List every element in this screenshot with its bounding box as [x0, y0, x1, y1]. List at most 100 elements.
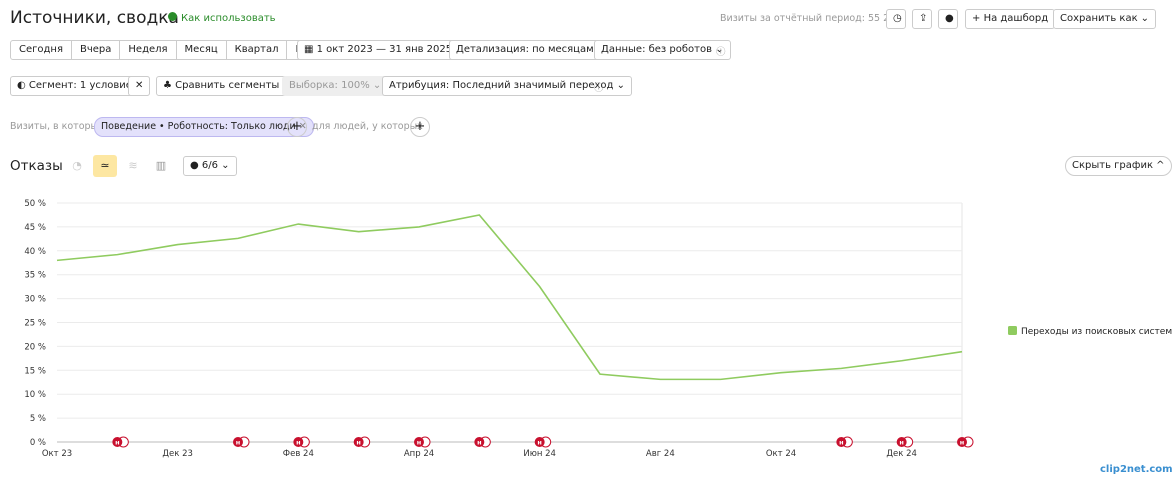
compare-text[interactable]: Сравнить сегменты	[175, 80, 280, 91]
event-dot	[293, 437, 304, 447]
series-line	[56, 214, 963, 381]
event-marker[interactable]: н	[896, 436, 914, 448]
series-count[interactable]: ● 6/6 ⌄	[183, 156, 237, 176]
history-button[interactable]: ◷	[886, 9, 906, 29]
event-marker[interactable]: н	[534, 436, 552, 448]
y-tick-label: 20 %	[24, 342, 46, 352]
event-label: н	[417, 439, 422, 447]
period-button[interactable]: Сегодня	[11, 41, 72, 59]
x-tick-label: Авг 24	[646, 449, 675, 459]
add-filter[interactable]: +	[287, 117, 307, 137]
event-marker[interactable]: н	[474, 436, 491, 448]
event-label: н	[839, 439, 844, 447]
period-group: СегодняВчераНеделяМесяцКварталГод	[10, 40, 324, 60]
period-button[interactable]: Вчера	[72, 41, 121, 59]
y-tick-label: 40 %	[24, 247, 46, 257]
period-button[interactable]: Квартал	[227, 41, 288, 59]
event-dot	[474, 437, 485, 447]
detail-button[interactable]: Детализация: по месяцам ⌄	[449, 40, 613, 60]
event-dot	[233, 437, 243, 447]
export-button[interactable]: ⇪	[912, 9, 932, 29]
robots-button[interactable]: Данные: без роботов ⌄	[594, 40, 731, 60]
add-people-filter[interactable]: +	[410, 117, 430, 137]
event-marker[interactable]: н	[414, 436, 431, 448]
watermark: clip2net.com	[1100, 464, 1173, 475]
event-ring	[540, 436, 552, 448]
help-link-text[interactable]: Как использовать	[181, 13, 276, 24]
save-button[interactable]: Сохранить как ⌄	[1053, 9, 1156, 29]
date-button[interactable]: ▦ 1 окт 2023 — 31 янв 2025	[297, 40, 460, 60]
y-tick-label: 25 %	[24, 319, 46, 329]
event-label: н	[115, 439, 120, 447]
series-count-text[interactable]: 6/6	[201, 160, 218, 171]
dashboard-text[interactable]: На дашборд	[983, 13, 1049, 24]
y-tick-label: 45 %	[24, 223, 46, 233]
line-view[interactable]: ≃	[93, 155, 117, 177]
segment-text[interactable]: Сегмент: 1 условие	[28, 80, 132, 91]
hide-chart[interactable]: Скрыть график ^	[1065, 156, 1172, 176]
share-button[interactable]: ●	[938, 9, 958, 29]
event-dot	[836, 437, 847, 447]
event-marker[interactable]: н	[836, 436, 853, 448]
help-link[interactable]: Как использовать	[168, 12, 276, 24]
page-title: Источники, сводка	[10, 8, 179, 28]
event-label: н	[899, 439, 904, 447]
detail-text[interactable]: Детализация: по месяцам	[456, 44, 594, 55]
attribution-button[interactable]: Атрибуция: Последний значимый переход ⌄	[382, 76, 632, 96]
event-ring	[117, 436, 129, 448]
people-label: для людей, у которых	[312, 121, 423, 132]
event-dot	[414, 437, 424, 447]
y-tick-label: 10 %	[24, 390, 46, 400]
filter-chip[interactable]: Поведение • Роботность: Только люди ✕	[94, 117, 314, 137]
event-ring	[359, 436, 371, 448]
robots-text[interactable]: Данные: без роботов	[601, 44, 713, 55]
filter-chip-text[interactable]: Поведение • Роботность: Только люди	[101, 121, 296, 132]
area-view[interactable]: ≋	[128, 159, 138, 172]
event-ring	[479, 436, 491, 448]
event-marker[interactable]: н	[233, 436, 250, 448]
x-tick-label: Дек 23	[162, 449, 193, 459]
metric-name: Отказы	[10, 158, 63, 174]
event-label: н	[296, 439, 301, 447]
event-dot	[112, 437, 123, 447]
hide-chart-text[interactable]: Скрыть график	[1072, 160, 1153, 171]
event-marker[interactable]: н	[353, 436, 371, 448]
compare-button[interactable]: ♣ Сравнить сегменты ⌄	[156, 76, 298, 96]
help-icon[interactable]: ⓘ	[716, 47, 726, 58]
date-text[interactable]: 1 окт 2023 — 31 янв 2025	[316, 44, 453, 55]
event-dot	[353, 437, 364, 447]
legend-label: Переходы из поисковых систем	[1021, 327, 1172, 337]
event-dot	[896, 437, 907, 447]
period-button[interactable]: Неделя	[120, 41, 177, 59]
period-button[interactable]: Месяц	[177, 41, 227, 59]
y-tick-label: 30 %	[24, 295, 46, 305]
event-label: н	[960, 439, 965, 447]
save-text[interactable]: Сохранить как	[1060, 13, 1138, 24]
event-marker[interactable]: н	[957, 436, 974, 448]
event-ring	[298, 436, 310, 448]
x-tick-label: Окт 24	[766, 449, 796, 459]
pie-view[interactable]: ◔	[72, 159, 82, 172]
sample-button: Выборка: 100% ⌄	[282, 76, 389, 96]
event-label: н	[356, 439, 361, 447]
segment-clear[interactable]: ✕	[128, 76, 150, 96]
y-tick-label: 15 %	[24, 366, 46, 376]
event-ring	[902, 436, 914, 448]
y-tick-label: 35 %	[24, 271, 46, 281]
y-tick-label: 0 %	[30, 438, 46, 448]
x-tick-label: Окт 23	[42, 449, 72, 459]
event-ring	[841, 436, 853, 448]
bar-view[interactable]: ▥	[155, 159, 167, 172]
event-dot	[957, 437, 967, 447]
event-ring	[419, 436, 431, 448]
event-marker[interactable]: н	[293, 436, 310, 448]
help-icon[interactable]: ⓘ	[594, 83, 604, 94]
legend-swatch	[1008, 326, 1017, 335]
attribution-text[interactable]: Атрибуция: Последний значимый переход	[389, 80, 614, 91]
y-tick-label: 5 %	[30, 414, 46, 424]
dashboard-button[interactable]: + На дашборд	[965, 9, 1056, 29]
event-marker[interactable]: н	[112, 436, 129, 448]
y-tick-label: 50 %	[24, 199, 46, 209]
